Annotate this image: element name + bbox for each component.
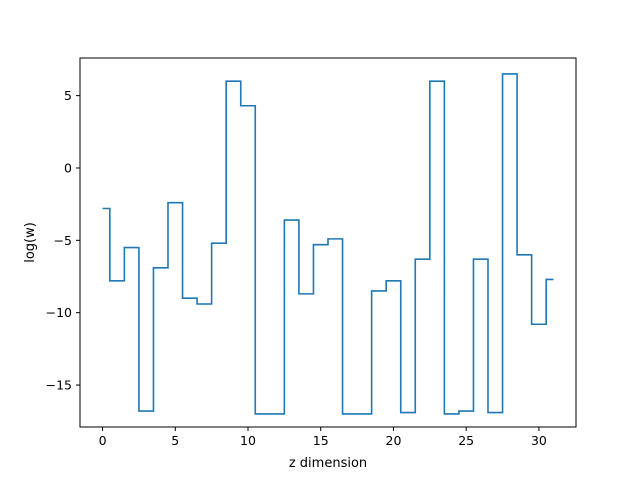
x-axis-label: z dimension bbox=[289, 456, 367, 471]
x-tick-label: 0 bbox=[99, 433, 107, 448]
y-tick-label: −15 bbox=[46, 378, 72, 393]
y-axis-label: log(w) bbox=[23, 222, 38, 263]
plot-frame bbox=[79, 57, 577, 428]
x-tick-label: 5 bbox=[171, 433, 179, 448]
x-tick-label: 10 bbox=[240, 433, 256, 448]
series-line bbox=[102, 73, 554, 415]
x-tick-label: 25 bbox=[458, 433, 474, 448]
y-tick-label: −5 bbox=[54, 233, 72, 248]
y-tick-label: 5 bbox=[64, 88, 72, 103]
x-tick-label: 15 bbox=[313, 433, 329, 448]
y-tick-label: −10 bbox=[46, 305, 72, 320]
y-axis-ticks: 5 0 −5 −10 −15 bbox=[46, 88, 80, 393]
x-tick-label: 30 bbox=[531, 433, 547, 448]
series-layer bbox=[102, 73, 554, 415]
x-tick-label: 20 bbox=[386, 433, 402, 448]
x-axis-ticks: 0 5 10 15 20 25 30 bbox=[99, 427, 547, 448]
y-tick-label: 0 bbox=[64, 160, 72, 175]
